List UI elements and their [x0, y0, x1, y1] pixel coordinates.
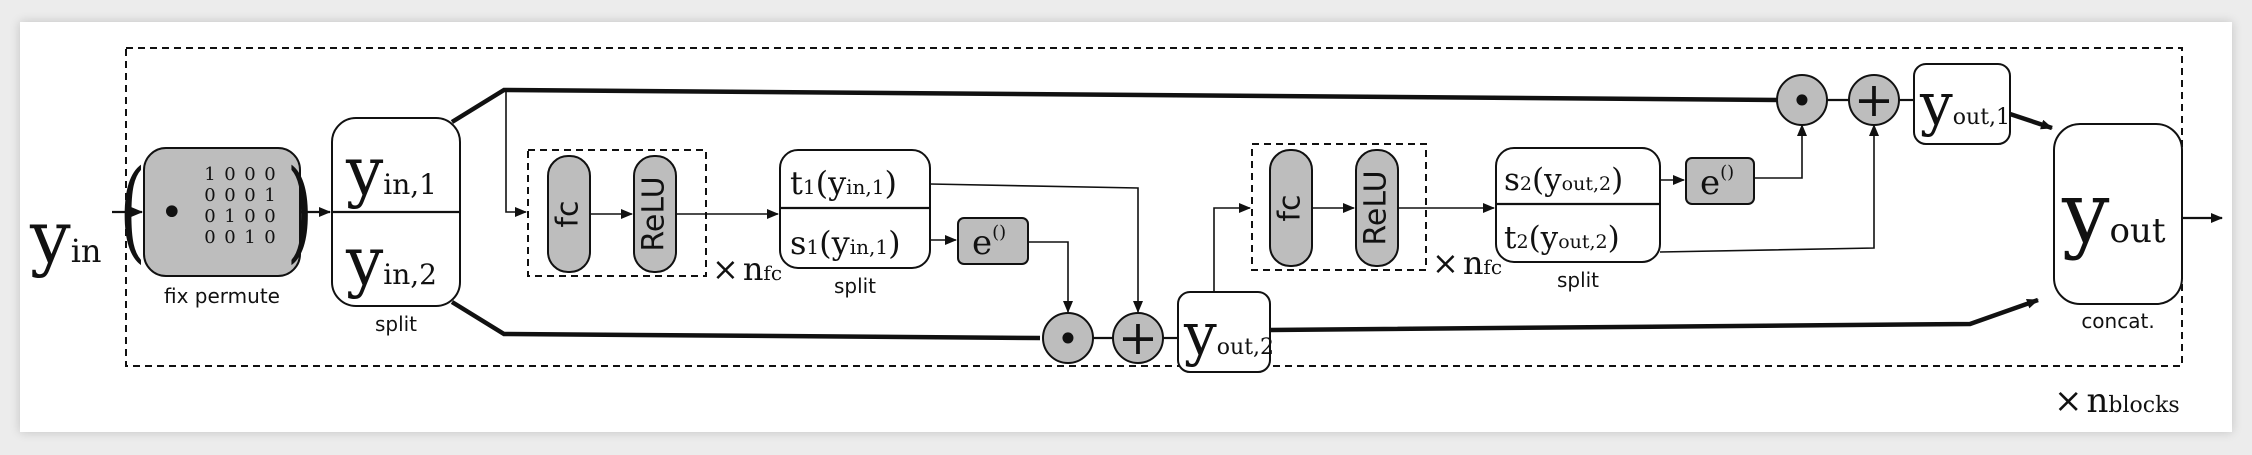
subnet-1: fc ReLU × nfc: [527, 149, 782, 288]
svg-text:+: +: [1118, 310, 1158, 366]
s1-label: s1(yin,1): [790, 224, 901, 262]
arrow-exp2-to-mul: [1754, 124, 1807, 179]
split1-top: yin,1: [345, 133, 437, 210]
permute-matrix: 1 0 0 00 0 0 10 1 0 00 0 1 0: [204, 164, 275, 248]
svg-text:+: +: [1854, 72, 1894, 128]
matrix-entry: 1: [224, 206, 235, 227]
blocks-repeat-label: × nblocks: [2054, 381, 2180, 421]
t2-label: t2(yout,2): [1504, 220, 1620, 256]
subnet-2: fc ReLU × nfc: [1251, 143, 1502, 282]
permute-caption: fix permute: [164, 284, 280, 308]
svg-text:yout,2: yout,2: [1183, 300, 1274, 368]
path-yin1-bypass: [450, 87, 1781, 124]
matrix-entry: 0: [244, 164, 255, 185]
input-label: yin: [29, 195, 102, 279]
subnet2-repeat: × nfc: [1432, 244, 1502, 282]
add-op-lower: +: [1112, 310, 1164, 366]
arrow-t1-to-add: [929, 183, 1143, 313]
matrix-entry: 0: [204, 227, 215, 248]
permute-block: • ( ) 1 0 0 00 0 0 10 1 0 00 0 1 0 fix permute: [119, 146, 313, 308]
matrix-entry: 0: [204, 185, 215, 206]
arrow-into-subnet1: [505, 90, 527, 217]
svg-text:ReLU: ReLU: [637, 176, 672, 251]
arrow-t2-to-add: [1659, 124, 1879, 253]
matrix-entry: 0: [264, 227, 275, 248]
path-yout1-to-concat: [2009, 111, 2053, 131]
matrix-entry: 1: [264, 185, 275, 206]
matrix-entry: 1: [244, 227, 255, 248]
matrix-entry: 0: [264, 206, 275, 227]
yout1-box: yout,1: [1913, 63, 2011, 145]
matrix-entry: 0: [244, 206, 255, 227]
split1-caption: split: [375, 312, 417, 336]
path-yin2-to-mul: [450, 300, 1041, 341]
t1-label: t1(yin,1): [790, 164, 897, 202]
split1-bottom: yin,2: [345, 223, 437, 300]
path-yout2-to-concat: [1267, 297, 2039, 333]
split-block-1: yin,1 yin,2 split: [331, 117, 461, 336]
arrow-yout2-to-subnet2: [1213, 203, 1251, 292]
matrix-entry: 0: [204, 206, 215, 227]
permute-dot: •: [160, 190, 184, 236]
add-op-upper: +: [1848, 72, 1900, 128]
svg-text:e(): e(): [1700, 162, 1734, 203]
matrix-entry: 1: [204, 164, 215, 185]
svg-text:yout: yout: [2061, 164, 2166, 262]
matrix-entry: 0: [264, 164, 275, 185]
concat-caption: concat.: [2081, 309, 2154, 333]
matrix-entry: 0: [244, 185, 255, 206]
out2-block: s2(yout,2) t2(yout,2) split: [1495, 147, 1661, 292]
multiply-op-lower: •: [1042, 312, 1094, 364]
matrix-entry: 0: [224, 185, 235, 206]
exp-block-1: e(): [957, 217, 1029, 265]
permute-paren-left: (: [119, 146, 146, 275]
permute-paren-right: ): [287, 146, 314, 275]
out1-caption: split: [834, 274, 876, 298]
multiply-op-upper: •: [1776, 74, 1828, 126]
matrix-entry: 0: [224, 227, 235, 248]
svg-text:fc: fc: [551, 200, 586, 227]
concat-block: yout concat.: [2053, 123, 2183, 333]
out2-caption: split: [1557, 268, 1599, 292]
yout2-box: yout,2: [1177, 291, 1274, 373]
out1-block: t1(yin,1) s1(yin,1) split: [779, 149, 931, 298]
subnet1-repeat: × nfc: [712, 250, 782, 288]
exp-block-2: e(): [1685, 157, 1755, 205]
svg-text:ReLU: ReLU: [1359, 170, 1394, 245]
svg-text:fc: fc: [1273, 194, 1308, 221]
svg-text:e(): e(): [972, 222, 1006, 263]
svg-text:•: •: [1791, 79, 1813, 123]
matrix-entry: 0: [224, 164, 235, 185]
svg-text:yout,1: yout,1: [1919, 70, 2010, 138]
arrow-exp1-to-mul: [1028, 241, 1073, 313]
s2-label: s2(yout,2): [1504, 162, 1623, 198]
coupling-block-diagram: yin • ( ) 1 0 0 00 0 0 10 1 0 00 0 1 0 fix permute y…: [29, 47, 2223, 421]
svg-text:•: •: [1057, 317, 1079, 361]
